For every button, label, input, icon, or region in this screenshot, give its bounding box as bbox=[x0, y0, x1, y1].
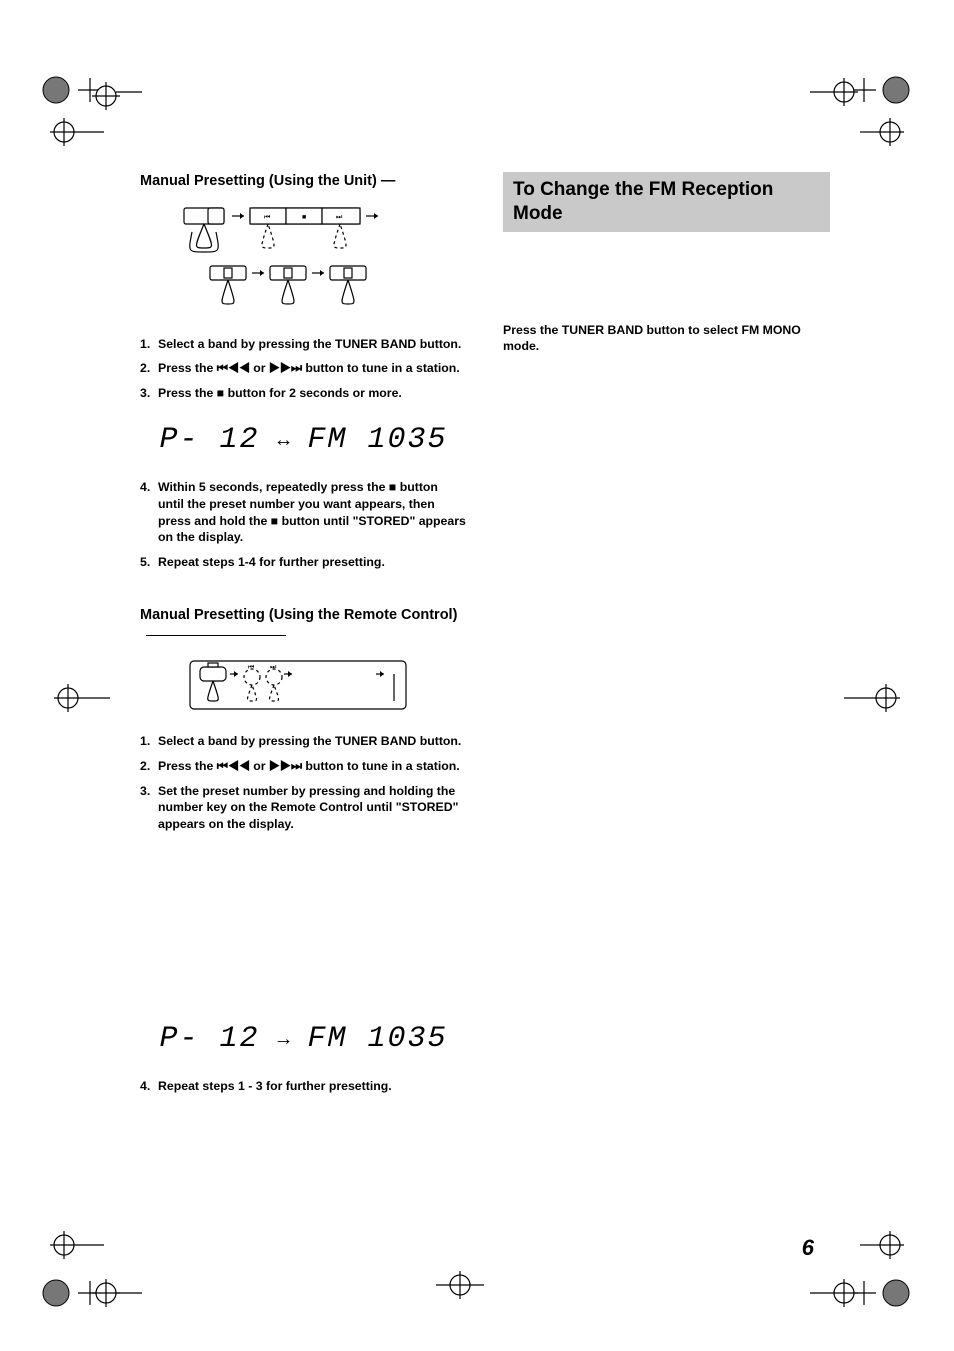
page-number: 6 bbox=[802, 1235, 814, 1261]
list-item: 2.Press the ⏮◀◀ or ▶▶⏭ button to tune in… bbox=[140, 758, 467, 775]
list-item: 4.Within 5 seconds, repeatedly press the… bbox=[140, 479, 467, 545]
sec1-steps: 1.Select a band by pressing the TUNER BA… bbox=[140, 336, 467, 402]
svg-text:⏭: ⏭ bbox=[336, 214, 343, 221]
sec2-steps: 1.Select a band by pressing the TUNER BA… bbox=[140, 733, 467, 832]
list-item: 3.Set the preset number by pressing and … bbox=[140, 783, 467, 833]
lcd-display-2: P- 12 → FM 1035 bbox=[140, 1022, 467, 1056]
right-arrow-icon: → bbox=[273, 1028, 293, 1051]
right-body-text: Press the TUNER BAND button to select FM… bbox=[503, 322, 830, 355]
right-column: To Change the FM Reception Mode Press th… bbox=[503, 172, 830, 1107]
sec1-steps-cont: 4.Within 5 seconds, repeatedly press the… bbox=[140, 479, 467, 570]
list-item: 4.Repeat steps 1 - 3 for further presett… bbox=[140, 1078, 467, 1095]
list-item: 2.Press the ⏮◀◀ or ▶▶⏭ button to tune in… bbox=[140, 360, 467, 377]
left-column: Manual Presetting (Using the Unit) — bbox=[140, 172, 467, 1107]
svg-text:⏮: ⏮ bbox=[264, 214, 270, 221]
right-title: To Change the FM Reception Mode bbox=[513, 178, 820, 226]
list-item: 1.Select a band by pressing the TUNER BA… bbox=[140, 336, 467, 353]
sec2-steps-cont: 4.Repeat steps 1 - 3 for further presett… bbox=[140, 1078, 467, 1095]
sec1-title: Manual Presetting (Using the Unit) — bbox=[140, 172, 467, 192]
list-item: 1.Select a band by pressing the TUNER BA… bbox=[140, 733, 467, 750]
diagram-remote: ⏮ ⏭ bbox=[184, 655, 424, 719]
svg-text:■: ■ bbox=[302, 214, 306, 221]
sec2-title: Manual Presetting (Using the Remote Cont… bbox=[140, 606, 467, 645]
diagram-unit: ⏮ ■ ⏭ bbox=[174, 202, 434, 322]
double-arrow-icon: ↔ bbox=[273, 429, 293, 452]
list-item: 5.Repeat steps 1-4 for further presettin… bbox=[140, 554, 467, 571]
right-heading-box: To Change the FM Reception Mode bbox=[503, 172, 830, 232]
list-item: 3.Press the ■ button for 2 seconds or mo… bbox=[140, 385, 467, 402]
lcd-display-1: P- 12 ↔ FM 1035 bbox=[140, 423, 467, 457]
